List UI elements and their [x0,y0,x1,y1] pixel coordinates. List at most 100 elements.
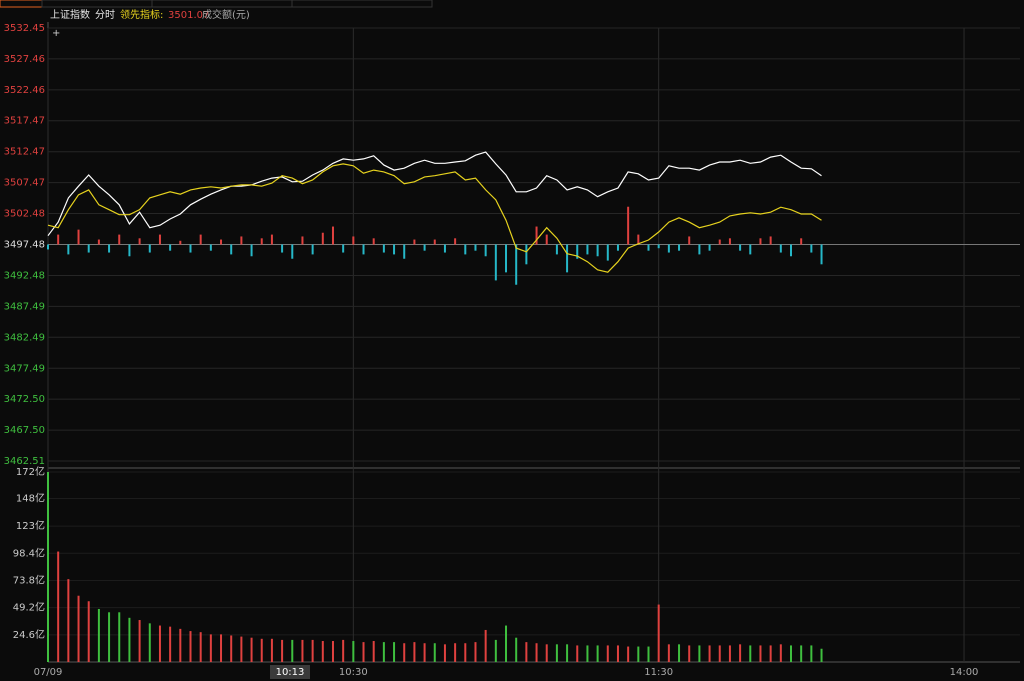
volume-bar [820,648,823,662]
x-tick-label: 11:30 [644,667,673,678]
strength-bar [688,236,691,245]
volume-bar [678,644,681,662]
strength-bar [47,244,49,250]
strength-bar [769,236,772,245]
y-tick-label: 24.6亿 [13,628,45,641]
volume-bar [535,643,538,662]
strength-bar [403,244,406,259]
volume-bar [596,645,599,662]
volume-bar [230,635,233,662]
volume-bar [260,638,263,662]
strength-bar [779,244,782,253]
strength-bar [393,244,396,255]
volume-bar [616,645,619,662]
volume-bar [97,608,100,662]
strength-bar [260,238,263,245]
y-tick-label: 3512.47 [4,147,45,158]
strength-bar [352,236,355,245]
strength-bar [311,244,314,255]
volume-bar [179,628,182,662]
volume-bar [352,641,355,662]
volume-bar [515,637,518,662]
volume-bar [749,645,752,662]
strength-bar [789,244,792,257]
strength-bar [627,206,630,245]
volume-bar [128,617,131,662]
volume-bar [789,645,792,662]
strength-bar [555,244,558,255]
y-tick-label: 3497.48 [4,240,45,251]
volume-bar [301,639,304,662]
volume-bar [108,612,111,662]
volume-bar [220,634,223,662]
strength-bar [596,244,599,257]
strength-bar [749,244,752,255]
x-tick-label: 07/09 [34,667,63,678]
volume-bar [250,637,253,662]
strength-bar [728,238,731,245]
strength-bar [128,244,131,257]
cursor-box [270,665,310,679]
y-tick-label: 3502.48 [4,209,45,220]
strength-bar [800,238,803,245]
crosshair-icon: + [52,28,60,39]
volume-bar [698,645,701,662]
strength-bar [230,244,233,255]
strength-bar [505,244,508,273]
volume-bar [372,641,375,662]
strength-bar [545,234,548,245]
volume-bar [505,625,508,662]
volume-bar [443,644,446,662]
strength-bar [270,234,273,245]
strength-bar [698,244,701,255]
strength-bar [97,239,100,245]
volume-bar [77,595,80,662]
volume-bar [169,626,172,662]
volume-bar [403,643,406,662]
tab[interactable] [291,0,433,8]
strength-bar [810,244,813,253]
strength-bar [566,244,569,273]
strength-bar [281,244,284,253]
y-tick-label: 49.2亿 [13,601,45,614]
y-tick-label: 3532.45 [4,23,45,34]
volume-bar [637,646,640,662]
strength-bar [586,244,589,255]
strength-bar [739,244,742,251]
y-tick-label: 3477.49 [4,363,45,374]
volume-bar [148,623,151,662]
strength-bar [759,238,762,245]
strength-bar [77,229,80,245]
volume-bar [576,645,579,662]
volume-bar [810,645,813,662]
volume-bar [342,639,345,662]
volume-bar [311,639,314,662]
strength-bar [657,244,660,249]
index-name: 上证指数 [50,8,90,21]
strength-bar [291,244,294,259]
cursor-time: 10:13 [276,667,305,678]
volume-bar [57,551,60,662]
volume-bar [189,631,192,662]
volume-bar [47,472,49,662]
volume-bar [240,636,243,662]
volume-bar [566,644,569,662]
y-tick-label: 3522.46 [4,85,45,96]
volume-bar [718,645,721,662]
y-tick-label: 3507.47 [4,178,45,189]
strength-bar [606,244,609,261]
strength-bar [158,234,161,245]
strength-bar [454,238,457,245]
volume-bar [627,646,630,662]
strength-bar [362,244,365,255]
strength-bar [382,244,385,253]
volume-bar [382,642,385,662]
strength-bar [637,234,640,245]
volume-bar [708,645,711,662]
strength-bar [138,238,141,245]
strength-bar [169,244,172,251]
y-tick-label: 98.4亿 [13,546,45,559]
strength-bar [250,244,253,257]
strength-bar [423,244,426,251]
